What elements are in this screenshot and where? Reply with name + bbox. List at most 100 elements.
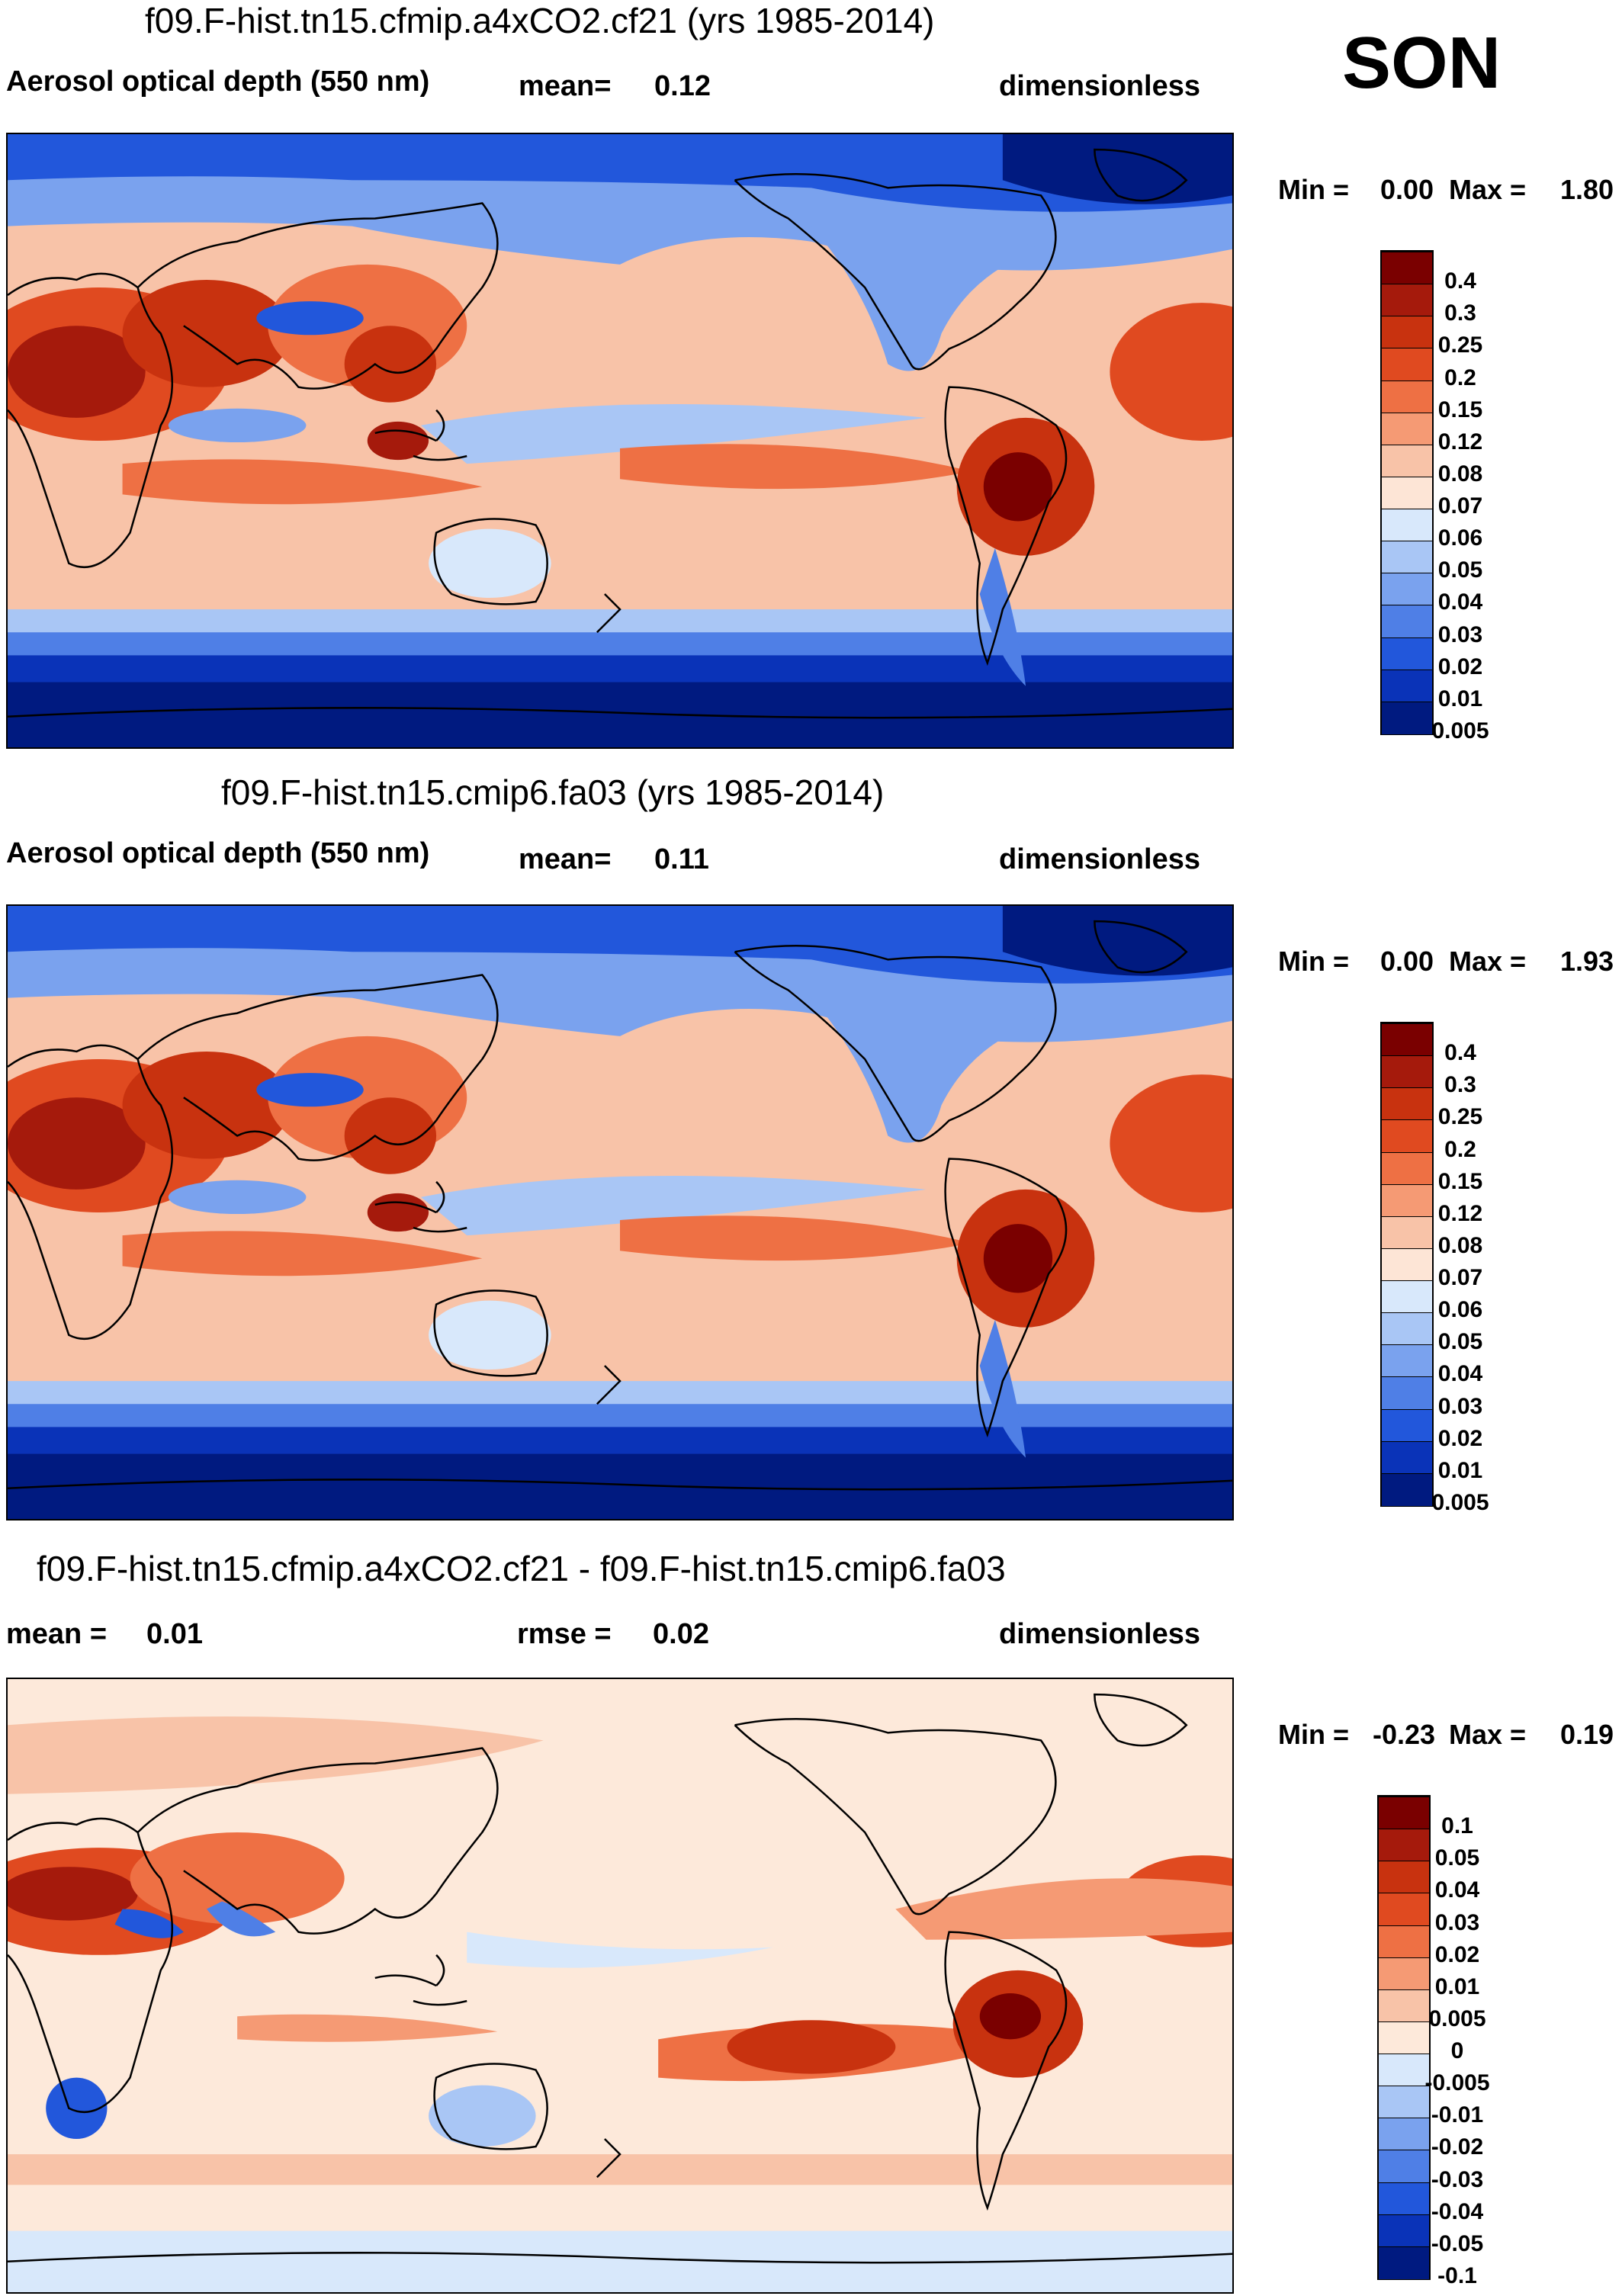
panel-3-min-value: -0.23 xyxy=(1373,1719,1436,1750)
aod-field xyxy=(8,134,1232,747)
colorbar-tick-label: 0.07 xyxy=(1437,493,1483,519)
colorbar-tick-label: 0.01 xyxy=(1434,1973,1480,1999)
colorbar-tick-label: 0.03 xyxy=(1437,621,1483,647)
colorbar-tick-label: -0.04 xyxy=(1431,2198,1484,2224)
colorbar-swatch xyxy=(1382,1408,1432,1442)
panel-3-case-title: f09.F-hist.tn15.cfmip.a4xCO2.cf21 - f09.… xyxy=(37,1549,1006,1588)
aod-field xyxy=(8,906,1232,1519)
colorbar-tick-label: 0.02 xyxy=(1437,1425,1483,1451)
panel-3-rmse-label: rmse = xyxy=(517,1618,612,1650)
colorbar-tick-label: 0.005 xyxy=(1431,1490,1489,1515)
colorbar-swatch xyxy=(1382,1440,1432,1474)
colorbar-swatch xyxy=(1382,1280,1432,1314)
colorbar-tick-label: 0.05 xyxy=(1437,1329,1483,1355)
colorbar-swatch xyxy=(1382,1151,1432,1185)
panel-3-rmse-value: 0.02 xyxy=(653,1618,709,1650)
colorbar-swatch xyxy=(1382,1248,1432,1282)
colorbar-tick-label: 0.03 xyxy=(1434,1909,1480,1935)
colorbar-swatch xyxy=(1379,2118,1429,2151)
colorbar-tick-label: 0.04 xyxy=(1434,1877,1480,1903)
colorbar-swatch xyxy=(1382,573,1432,606)
colorbar-swatch xyxy=(1379,2150,1429,2183)
colorbar-tick-label: 0.02 xyxy=(1437,653,1483,679)
season-label: SON xyxy=(1342,22,1502,104)
colorbar-tick-label: 0.005 xyxy=(1431,718,1489,743)
colorbar-swatch xyxy=(1382,605,1432,638)
colorbar-tick-label: 0.4 xyxy=(1444,268,1476,294)
colorbar-swatch xyxy=(1379,2054,1429,2087)
colorbar-swatch xyxy=(1382,1215,1432,1249)
colorbar-tick-label: 0.25 xyxy=(1437,332,1483,358)
panel-1-mean-label: mean= xyxy=(519,70,612,102)
panel-1-units: dimensionless xyxy=(999,70,1200,102)
panel-1-case-title: f09.F-hist.tn15.cfmip.a4xCO2.cf21 (yrs 1… xyxy=(145,1,935,40)
aod-difference-field xyxy=(8,1679,1232,2292)
colorbar-swatch xyxy=(1382,444,1432,477)
panel-1-variable-label: Aerosol optical depth (550 nm) xyxy=(6,66,430,98)
colorbar-swatch xyxy=(1382,637,1432,670)
colorbar-tick-label: 0.12 xyxy=(1437,1200,1483,1226)
colorbar-tick-label: 0.04 xyxy=(1437,1361,1483,1387)
colorbar-tick-label: -0.01 xyxy=(1431,2102,1484,2128)
panel-3-mean-label: mean = xyxy=(6,1618,108,1650)
colorbar-swatch xyxy=(1382,412,1432,445)
colorbar-swatch xyxy=(1379,1893,1429,1926)
panel-2-units: dimensionless xyxy=(999,843,1200,875)
colorbar-tick-label: 0.12 xyxy=(1437,429,1483,454)
colorbar-tick-label: 0 xyxy=(1450,2038,1464,2064)
colorbar-swatch xyxy=(1379,2086,1429,2119)
colorbar-swatch xyxy=(1379,2214,1429,2247)
colorbar-tick-label: 0.05 xyxy=(1434,1845,1480,1871)
colorbar-swatch xyxy=(1379,2021,1429,2055)
colorbar-tick-label: 0.07 xyxy=(1437,1265,1483,1291)
colorbar-swatch xyxy=(1382,669,1432,702)
colorbar-tick-label: 0.01 xyxy=(1437,1457,1483,1483)
colorbar-swatch xyxy=(1382,252,1432,285)
panel-1-mean-value: 0.12 xyxy=(654,70,711,102)
colorbar-swatch xyxy=(1382,1376,1432,1410)
colorbar-tick-label: 0.3 xyxy=(1444,300,1476,326)
colorbar-tick-label: 0.01 xyxy=(1437,686,1483,711)
colorbar-tick-label: 0.2 xyxy=(1444,1136,1476,1162)
panel-3-max-label: Max = xyxy=(1449,1719,1527,1750)
panel-1-min-label: Min = xyxy=(1278,174,1350,205)
colorbar-swatch xyxy=(1382,509,1432,542)
colorbar-swatch xyxy=(1382,1183,1432,1217)
colorbar-tick-label: 0.03 xyxy=(1437,1393,1483,1419)
panel-1-max-label: Max = xyxy=(1449,174,1527,205)
panel-1-colorbar xyxy=(1380,250,1434,735)
panel-3-colorbar xyxy=(1377,1795,1431,2280)
colorbar-tick-label: 0.1 xyxy=(1441,1813,1473,1839)
panel-3-map xyxy=(6,1678,1234,2294)
colorbar-swatch xyxy=(1382,1087,1432,1121)
panel-2-min-label: Min = xyxy=(1278,946,1350,977)
panel-1-max-value: 1.80 xyxy=(1560,174,1614,205)
panel-2-case-title: f09.F-hist.tn15.cmip6.fa03 (yrs 1985-201… xyxy=(221,772,885,812)
colorbar-tick-label: 0.25 xyxy=(1437,1104,1483,1130)
colorbar-swatch xyxy=(1382,348,1432,381)
panel-2-max-label: Max = xyxy=(1449,946,1527,977)
colorbar-tick-label: 0.08 xyxy=(1437,461,1483,486)
panel-3-min-label: Min = xyxy=(1278,1719,1350,1750)
colorbar-swatch xyxy=(1379,2246,1429,2279)
panel-2-variable-label: Aerosol optical depth (550 nm) xyxy=(6,837,430,869)
colorbar-tick-label: 0.15 xyxy=(1437,397,1483,422)
colorbar-swatch xyxy=(1379,1797,1429,1830)
colorbar-tick-label: -0.05 xyxy=(1431,2230,1484,2256)
colorbar-swatch xyxy=(1382,380,1432,413)
colorbar-tick-label: 0.08 xyxy=(1437,1232,1483,1258)
colorbar-tick-label: 0.2 xyxy=(1444,364,1476,390)
colorbar-tick-label: 0.04 xyxy=(1437,589,1483,615)
panel-2-map xyxy=(6,904,1234,1520)
colorbar-tick-label: 0.06 xyxy=(1437,525,1483,551)
panel-2-mean-label: mean= xyxy=(519,843,612,875)
colorbar-tick-label: 0.05 xyxy=(1437,557,1483,583)
panel-2-max-value: 1.93 xyxy=(1560,946,1614,977)
colorbar-tick-label: 0.005 xyxy=(1428,2005,1486,2031)
panel-1-min-value: 0.00 xyxy=(1380,174,1434,205)
colorbar-swatch xyxy=(1379,1957,1429,1990)
colorbar-tick-label: -0.005 xyxy=(1424,2070,1490,2096)
colorbar-tick-label: 0.06 xyxy=(1437,1297,1483,1323)
colorbar-tick-label: -0.03 xyxy=(1431,2166,1484,2192)
colorbar-swatch xyxy=(1379,1861,1429,1894)
